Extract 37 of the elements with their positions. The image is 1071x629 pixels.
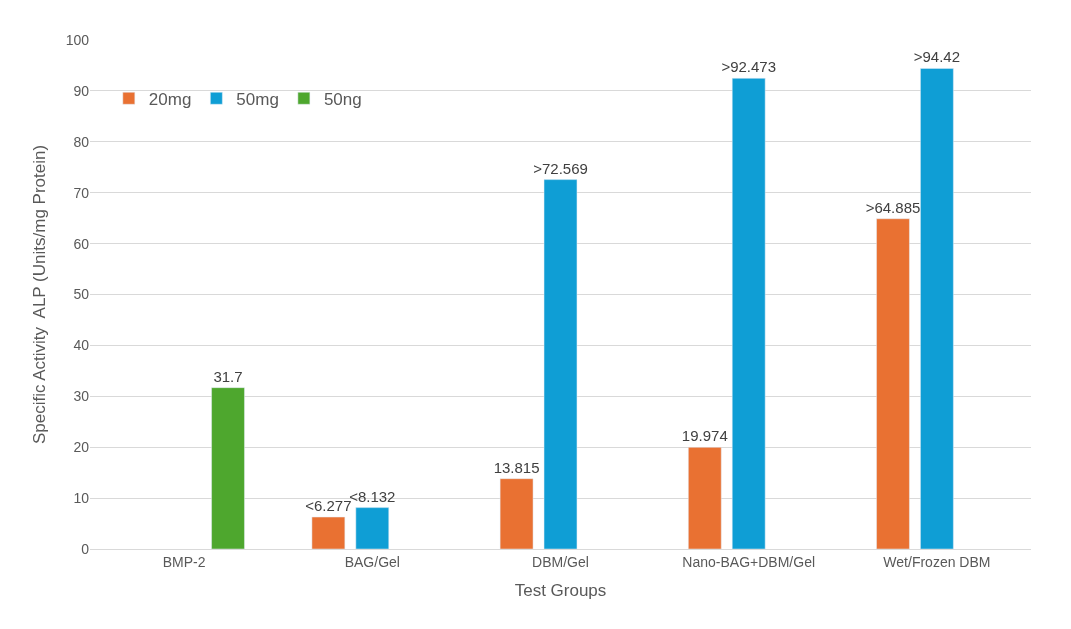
bar xyxy=(920,68,954,549)
y-axis-title: Specific Activity ALP (Units/mg Protein) xyxy=(30,144,50,445)
y-tick-label: 60 xyxy=(73,235,90,252)
x-tick-label: BAG/Gel xyxy=(344,553,400,570)
y-tick-label: 80 xyxy=(73,133,90,150)
y-tick-label: 30 xyxy=(73,388,90,405)
y-tick-label: 70 xyxy=(73,184,90,201)
bar xyxy=(355,507,390,549)
bar xyxy=(688,447,722,549)
bar xyxy=(543,179,578,549)
y-tick-label: 0 xyxy=(81,540,90,557)
y-tick-label: 20 xyxy=(73,439,90,456)
legend-label: 20mg xyxy=(148,89,192,109)
x-tick-label: BMP-2 xyxy=(162,553,206,570)
y-tick-label: 100 xyxy=(65,31,90,48)
x-tick-label: Nano-BAG+DBM/Gel xyxy=(682,553,816,570)
legend-label: 50ng xyxy=(323,89,362,109)
x-axis-title: Test Groups xyxy=(514,581,607,601)
data-label: >64.885 xyxy=(865,198,921,216)
data-label: >92.473 xyxy=(721,58,777,76)
legend-label: 50mg xyxy=(236,89,279,109)
bar xyxy=(211,387,245,549)
data-label: 13.815 xyxy=(493,458,540,476)
bar xyxy=(731,78,766,549)
y-tick-label: 90 xyxy=(73,82,90,99)
x-tick-label: Wet/Frozen DBM xyxy=(883,553,991,570)
data-label: >72.569 xyxy=(533,159,588,177)
bar xyxy=(311,516,346,549)
bar xyxy=(499,478,534,549)
y-tick-label: 50 xyxy=(73,286,90,303)
y-tick-label: 10 xyxy=(73,490,90,506)
x-tick-label: DBM/Gel xyxy=(532,553,589,570)
y-tick-label: 40 xyxy=(73,337,90,354)
bar xyxy=(876,218,910,549)
data-label: >94.42 xyxy=(913,48,961,66)
data-label: 19.974 xyxy=(681,427,728,445)
data-label: 31.7 xyxy=(213,367,243,385)
